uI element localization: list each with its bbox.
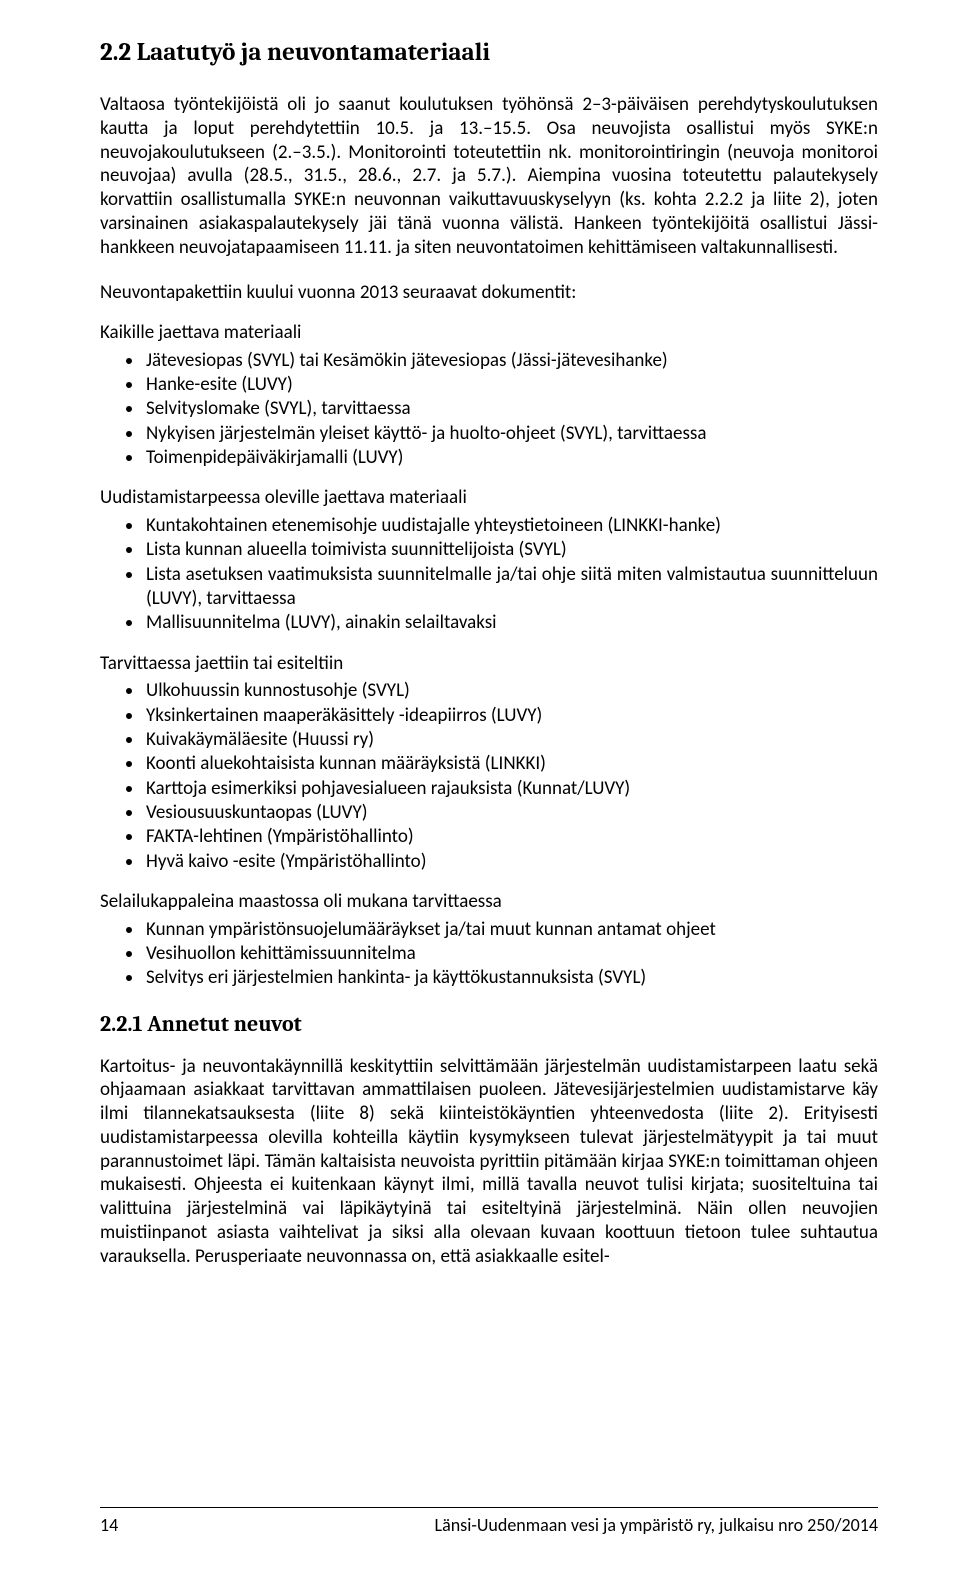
list-heading: Tarvittaessa jaettiin tai esiteltiin — [100, 652, 878, 676]
list-item: Selvitys eri järjestelmien hankinta- ja … — [144, 966, 878, 990]
bullet-list: Kunnan ympäristönsuojelumääräykset ja/ta… — [100, 918, 878, 991]
list-item: Lista asetuksen vaatimuksista suunnitelm… — [144, 563, 878, 612]
list-item: Mallisuunnitelma (LUVY), ainakin selailt… — [144, 611, 878, 635]
document-page: 2.2 Laatutyö ja neuvontamateriaali Valta… — [0, 0, 960, 1570]
list-item: Kunnan ympäristönsuojelumääräykset ja/ta… — [144, 918, 878, 942]
list-item: Lista kunnan alueella toimivista suunnit… — [144, 538, 878, 562]
list-heading: Kaikille jaettava materiaali — [100, 321, 878, 345]
bullet-list: Jätevesiopas (SVYL) tai Kesämökin jäteve… — [100, 349, 878, 471]
list-item: Hyvä kaivo -esite (Ympäristöhallinto) — [144, 850, 878, 874]
list-item: Kuntakohtainen etenemisohje uudistajalle… — [144, 514, 878, 538]
list-item: Nykyisen järjestelmän yleiset käyttö- ja… — [144, 422, 878, 446]
paragraph: Neuvontapakettiin kuului vuonna 2013 seu… — [100, 281, 878, 305]
list-item: FAKTA-lehtinen (Ympäristöhallinto) — [144, 825, 878, 849]
subsection-heading: 2.2.1 Annetut neuvot — [100, 1011, 878, 1037]
list-heading: Selailukappaleina maastossa oli mukana t… — [100, 890, 878, 914]
page-number: 14 — [100, 1514, 118, 1536]
list-item: Toimenpidepäiväkirjamalli (LUVY) — [144, 446, 878, 470]
list-item: Ulkohuussin kunnostusohje (SVYL) — [144, 679, 878, 703]
paragraph: Kartoitus- ja neuvontakäynnillä keskityt… — [100, 1055, 878, 1269]
section-heading: 2.2 Laatutyö ja neuvontamateriaali — [100, 38, 878, 67]
list-heading: Uudistamistarpeessa oleville jaettava ma… — [100, 486, 878, 510]
list-item: Hanke-esite (LUVY) — [144, 373, 878, 397]
publication-info: Länsi-Uudenmaan vesi ja ympäristö ry, ju… — [435, 1514, 878, 1536]
list-item: Yksinkertainen maaperäkäsittely -ideapii… — [144, 704, 878, 728]
list-item: Kuivakäymäläesite (Huussi ry) — [144, 728, 878, 752]
list-item: Koonti aluekohtaisista kunnan määräyksis… — [144, 752, 878, 776]
bullet-list: Kuntakohtainen etenemisohje uudistajalle… — [100, 514, 878, 636]
page-footer: 14 Länsi-Uudenmaan vesi ja ympäristö ry,… — [100, 1507, 878, 1536]
bullet-list: Ulkohuussin kunnostusohje (SVYL) Yksinke… — [100, 679, 878, 874]
list-item: Jätevesiopas (SVYL) tai Kesämökin jäteve… — [144, 349, 878, 373]
list-item: Selvityslomake (SVYL), tarvittaessa — [144, 397, 878, 421]
list-item: Karttoja esimerkiksi pohjavesialueen raj… — [144, 777, 878, 801]
paragraph: Valtaosa työntekijöistä oli jo saanut ko… — [100, 93, 878, 259]
list-item: Vesiousuuskuntaopas (LUVY) — [144, 801, 878, 825]
list-item: Vesihuollon kehittämissuunnitelma — [144, 942, 878, 966]
